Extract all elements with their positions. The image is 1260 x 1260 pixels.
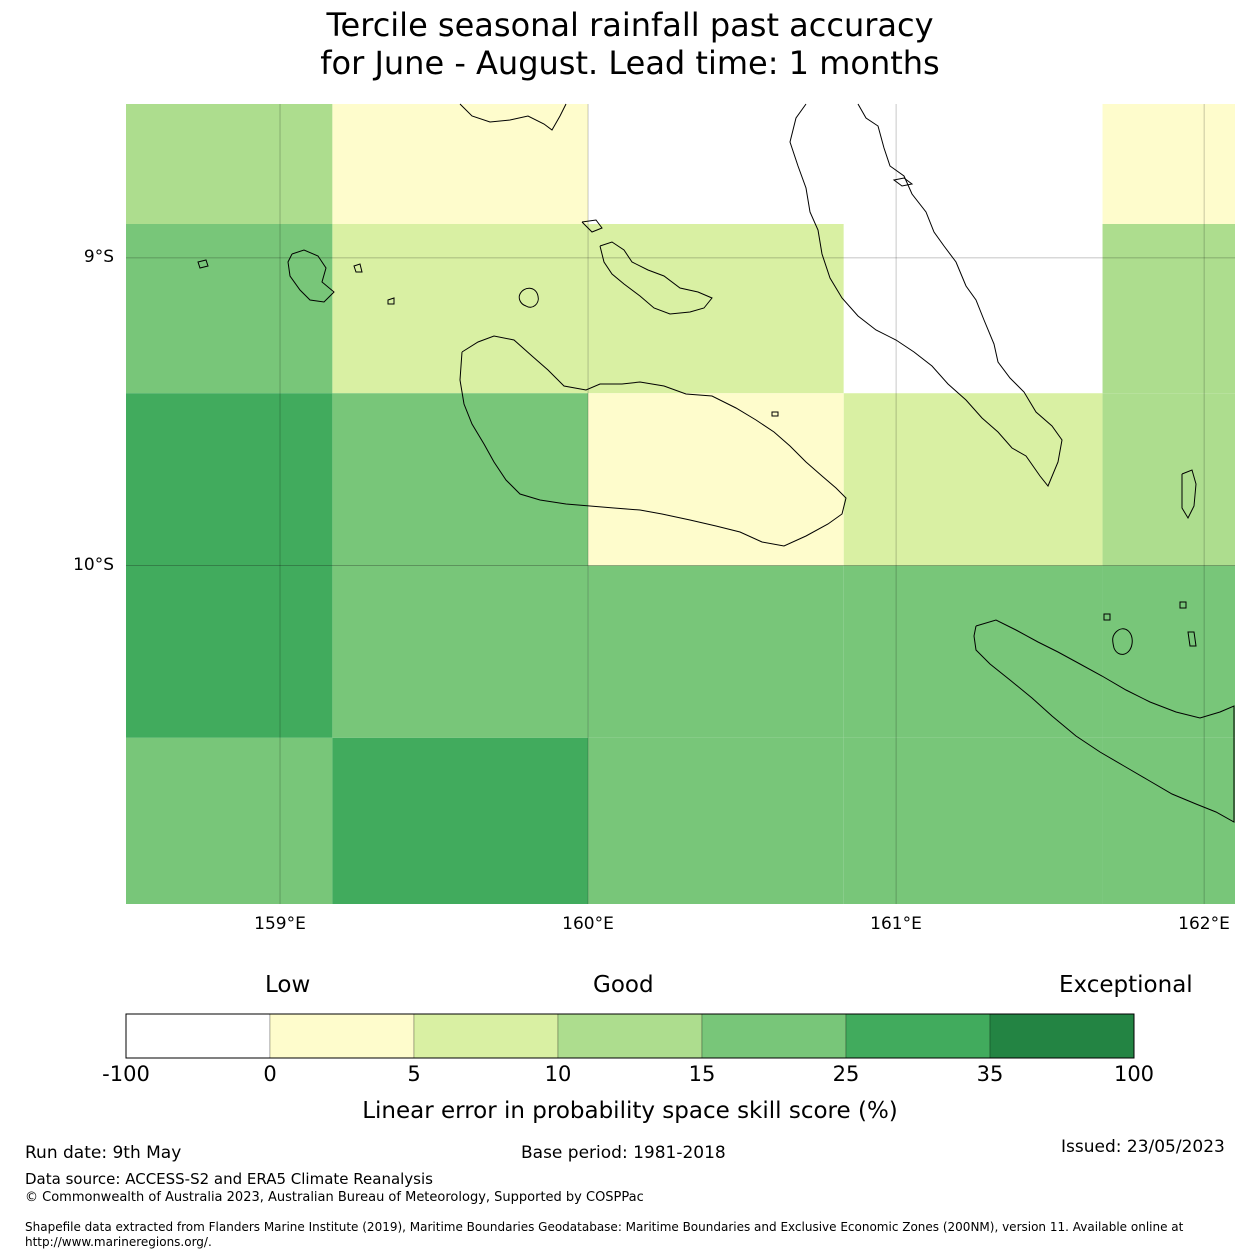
skill-cell <box>126 393 333 566</box>
coastline-islet <box>1187 631 1197 647</box>
skill-cell <box>332 393 589 566</box>
coastline-guadalcanal <box>459 335 847 547</box>
skill-cell <box>332 224 589 394</box>
coastline-islet <box>1181 469 1197 520</box>
skill-cell <box>843 104 1103 224</box>
data-source: Data source: ACCESS-S2 and ERA5 Climate … <box>25 1170 433 1188</box>
colorbar-tick-label: 35 <box>977 1062 1004 1086</box>
skill-cell <box>332 737 589 904</box>
skill-cell <box>126 565 333 738</box>
title-line-2: for June - August. Lead time: 1 months <box>320 44 940 82</box>
skill-cell <box>1102 565 1235 738</box>
skill-cell <box>588 104 844 224</box>
colorbar-segment <box>557 1013 703 1059</box>
lat-tick-label: 10°S <box>73 555 114 575</box>
skill-cell <box>1102 393 1235 566</box>
skill-cell <box>332 565 589 738</box>
skill-cell <box>1102 737 1235 904</box>
coastline-islet <box>1103 613 1111 621</box>
colorbar-tick-label: 10 <box>545 1062 572 1086</box>
coastline-makira <box>973 619 1235 823</box>
skill-cell <box>126 737 333 904</box>
skill-cell <box>332 104 589 224</box>
skill-cell <box>843 393 1103 566</box>
colorbar-tick-label: 5 <box>407 1062 420 1086</box>
colorbar-tick-label: -100 <box>102 1062 150 1086</box>
colorbar-border <box>125 1013 1135 1059</box>
colorbar-low-label: Low <box>265 972 311 998</box>
axis-labels: 9°S 10°S 159°E 160°E 161°E 162°E <box>73 247 1230 934</box>
title-line-1: Tercile seasonal rainfall past accuracy <box>326 6 934 44</box>
run-date: Run date: 9th May <box>25 1143 182 1163</box>
lon-tick-label: 161°E <box>870 914 922 934</box>
skill-cell <box>588 737 844 904</box>
skill-cell <box>843 565 1103 738</box>
colorbar-tick-label: 0 <box>263 1062 276 1086</box>
colorbar-segment <box>989 1013 1135 1059</box>
colorbar-tick-label: 25 <box>833 1062 860 1086</box>
coastline-north <box>459 103 567 131</box>
colorbar-tick-label: 100 <box>1114 1062 1154 1086</box>
map-title: Tercile seasonal rainfall past accuracy … <box>0 6 1260 82</box>
coastline-santa-isabel <box>789 103 1063 487</box>
coastline-islet <box>771 411 779 417</box>
skill-cell <box>588 224 844 394</box>
lon-tick-label: 162°E <box>1178 914 1230 934</box>
skill-cell <box>843 224 1103 394</box>
skill-grid <box>126 104 1235 904</box>
colorbar-tick-label: 15 <box>689 1062 716 1086</box>
base-period: Base period: 1981-2018 <box>521 1143 726 1163</box>
colorbar-ticks: -100 0 5 10 15 25 35 100 <box>102 1062 1154 1086</box>
colorbar-segment <box>413 1013 559 1059</box>
skill-cell <box>126 104 333 224</box>
skill-cell <box>588 393 844 566</box>
colorbar-segment <box>701 1013 847 1059</box>
coastline-islet <box>353 263 363 273</box>
lon-tick-label: 160°E <box>562 914 614 934</box>
coastline-ulawa <box>1112 628 1133 655</box>
skill-cell <box>126 224 333 394</box>
coastline-nggela <box>599 241 713 315</box>
copyright: © Commonwealth of Australia 2023, Austra… <box>25 1190 644 1205</box>
colorbar-segment <box>125 1013 271 1059</box>
colorbar <box>125 1013 1135 1059</box>
colorbar-segment <box>845 1013 991 1059</box>
shapefile-credit: Shapefile data extracted from Flanders M… <box>25 1220 1184 1249</box>
skill-cell <box>843 737 1103 904</box>
skill-cell <box>1102 104 1235 224</box>
lat-tick-label: 9°S <box>84 247 114 267</box>
skill-cell <box>588 565 844 738</box>
lon-tick-label: 159°E <box>254 914 306 934</box>
skill-cell <box>1102 224 1235 394</box>
coastline-islet <box>892 177 914 187</box>
coastline-islet <box>197 259 209 269</box>
colorbar-exceptional-label: Exceptional <box>1059 972 1193 998</box>
coastline-islet <box>1179 601 1187 609</box>
colorbar-good-label: Good <box>593 972 654 998</box>
coastline-russell <box>287 249 335 303</box>
issued-date: Issued: 23/05/2023 <box>1061 1137 1225 1157</box>
colorbar-segment <box>269 1013 415 1059</box>
coastline-savo <box>518 287 539 308</box>
coastlines <box>197 103 1235 823</box>
coastline-islet <box>581 219 603 233</box>
coastline-islet <box>387 297 395 305</box>
colorbar-title: Linear error in probability space skill … <box>362 1098 898 1124</box>
graticule <box>126 104 1235 904</box>
